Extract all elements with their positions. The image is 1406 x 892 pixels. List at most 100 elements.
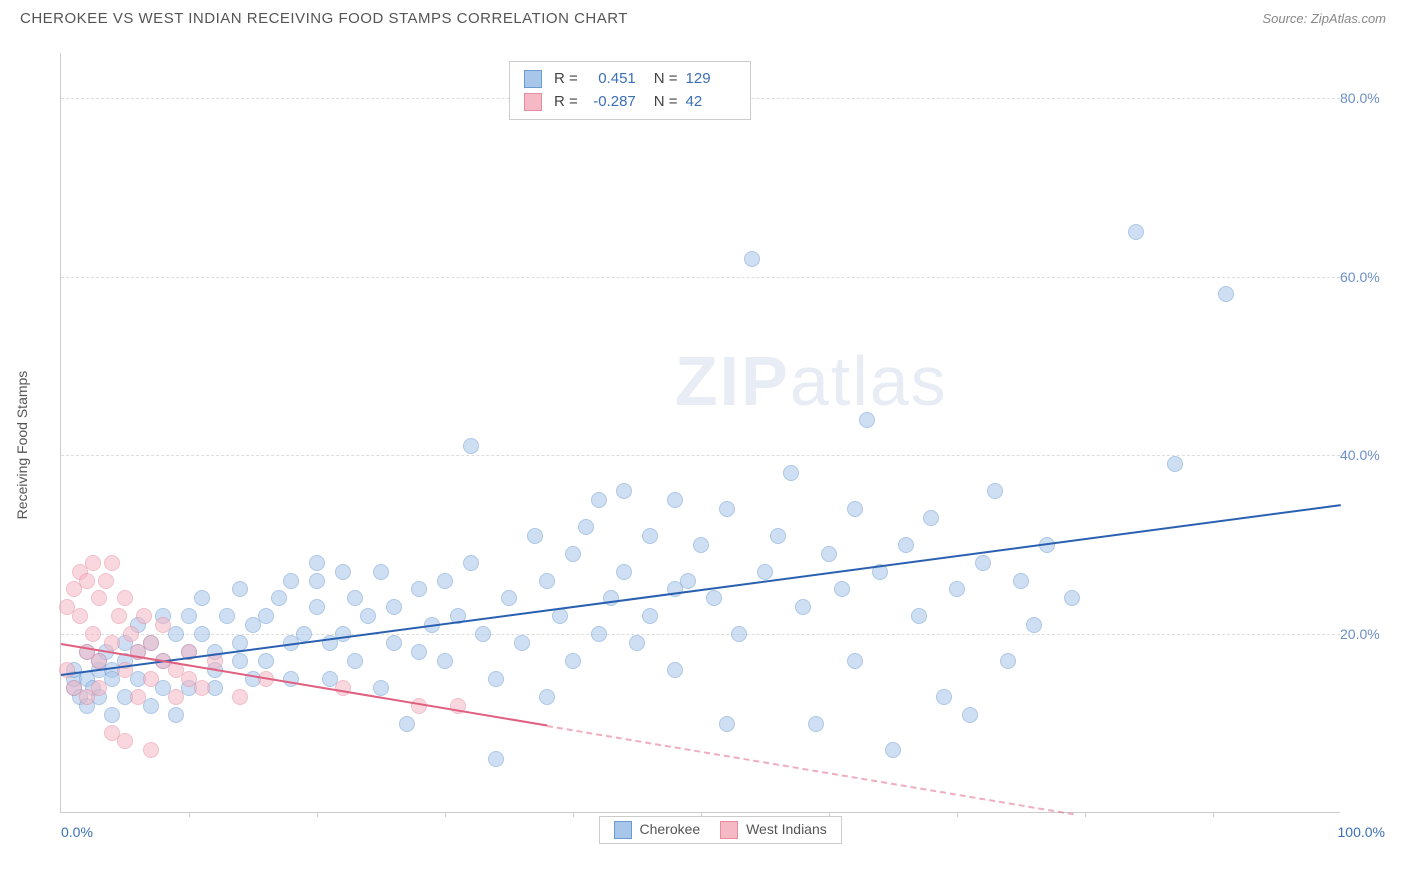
data-point xyxy=(501,590,517,606)
data-point xyxy=(347,653,363,669)
data-point xyxy=(91,653,107,669)
data-point xyxy=(488,671,504,687)
data-point xyxy=(143,671,159,687)
data-point xyxy=(309,555,325,571)
legend-swatch xyxy=(524,93,542,111)
legend-swatch xyxy=(614,821,632,839)
y-tick-label: 40.0% xyxy=(1340,447,1390,463)
data-point xyxy=(104,635,120,651)
data-point xyxy=(591,492,607,508)
data-point xyxy=(386,599,402,615)
data-point xyxy=(962,707,978,723)
data-point xyxy=(616,483,632,499)
chart-header: CHEROKEE VS WEST INDIAN RECEIVING FOOD S… xyxy=(0,0,1406,32)
trend-line xyxy=(61,505,1341,677)
gridline xyxy=(61,634,1340,635)
data-point xyxy=(168,689,184,705)
data-point xyxy=(719,501,735,517)
data-point xyxy=(539,573,555,589)
data-point xyxy=(1128,224,1144,240)
data-point xyxy=(85,626,101,642)
data-point xyxy=(91,590,107,606)
data-point xyxy=(667,492,683,508)
data-point xyxy=(488,751,504,767)
data-point xyxy=(847,653,863,669)
data-point xyxy=(1218,286,1234,302)
data-point xyxy=(911,608,927,624)
data-point xyxy=(232,689,248,705)
watermark: ZIPatlas xyxy=(675,341,948,421)
legend-item: Cherokee xyxy=(614,821,701,839)
data-point xyxy=(642,608,658,624)
data-point xyxy=(616,564,632,580)
data-point xyxy=(181,608,197,624)
data-point xyxy=(232,653,248,669)
data-point xyxy=(591,626,607,642)
data-point xyxy=(1000,653,1016,669)
data-point xyxy=(463,555,479,571)
data-point xyxy=(136,608,152,624)
data-point xyxy=(194,590,210,606)
data-point xyxy=(143,742,159,758)
data-point xyxy=(1026,617,1042,633)
data-point xyxy=(411,644,427,660)
data-point xyxy=(667,662,683,678)
data-point xyxy=(987,483,1003,499)
data-point xyxy=(834,581,850,597)
data-point xyxy=(283,573,299,589)
data-point xyxy=(373,564,389,580)
x-minor-tick xyxy=(1085,812,1086,817)
data-point xyxy=(642,528,658,544)
data-point xyxy=(335,680,351,696)
data-point xyxy=(194,680,210,696)
n-label: N = xyxy=(654,91,678,114)
data-point xyxy=(123,626,139,642)
data-point xyxy=(757,564,773,580)
data-point xyxy=(117,590,133,606)
data-point xyxy=(111,608,127,624)
data-point xyxy=(949,581,965,597)
data-point xyxy=(629,635,645,651)
data-point xyxy=(296,626,312,642)
data-point xyxy=(411,581,427,597)
data-point xyxy=(859,412,875,428)
data-point xyxy=(85,555,101,571)
x-tick-label: 0.0% xyxy=(61,824,93,840)
data-point xyxy=(91,680,107,696)
data-point xyxy=(719,716,735,732)
data-point xyxy=(783,465,799,481)
x-minor-tick xyxy=(189,812,190,817)
x-minor-tick xyxy=(317,812,318,817)
data-point xyxy=(219,608,235,624)
x-tick-label: 100.0% xyxy=(1338,824,1385,840)
data-point xyxy=(552,608,568,624)
r-value: 0.451 xyxy=(586,68,636,91)
data-point xyxy=(373,680,389,696)
data-point xyxy=(399,716,415,732)
data-point xyxy=(744,251,760,267)
data-point xyxy=(603,590,619,606)
x-minor-tick xyxy=(1213,812,1214,817)
series-legend: Cherokee West Indians xyxy=(599,816,842,844)
data-point xyxy=(258,608,274,624)
data-point xyxy=(98,573,114,589)
data-point xyxy=(79,573,95,589)
y-tick-label: 80.0% xyxy=(1340,90,1390,106)
n-value: 42 xyxy=(686,91,736,114)
data-point xyxy=(1167,456,1183,472)
data-point xyxy=(847,501,863,517)
data-point xyxy=(437,573,453,589)
legend-item: West Indians xyxy=(720,821,827,839)
data-point xyxy=(565,653,581,669)
r-label: R = xyxy=(554,91,578,114)
chart-title: CHEROKEE VS WEST INDIAN RECEIVING FOOD S… xyxy=(20,10,628,27)
data-point xyxy=(898,537,914,553)
n-value: 129 xyxy=(686,68,736,91)
gridline xyxy=(61,455,1340,456)
legend-swatch xyxy=(524,70,542,88)
r-value: -0.287 xyxy=(586,91,636,114)
data-point xyxy=(143,635,159,651)
y-tick-label: 60.0% xyxy=(1340,269,1390,285)
data-point xyxy=(309,573,325,589)
data-point xyxy=(335,626,351,642)
